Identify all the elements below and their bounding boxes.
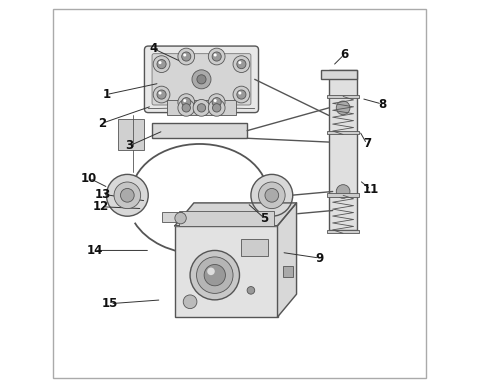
Text: 1: 1 (103, 88, 111, 101)
Circle shape (251, 174, 293, 216)
Text: 3: 3 (125, 139, 133, 152)
Text: 12: 12 (92, 200, 109, 213)
Text: 5: 5 (260, 212, 268, 224)
Circle shape (192, 70, 211, 89)
Bar (161, 213, 182, 222)
Circle shape (237, 60, 246, 69)
Circle shape (239, 61, 241, 64)
Circle shape (178, 48, 194, 65)
Circle shape (213, 104, 221, 112)
Circle shape (207, 268, 215, 275)
Circle shape (239, 92, 241, 95)
Circle shape (178, 100, 194, 116)
Text: 13: 13 (94, 188, 111, 201)
Text: 14: 14 (87, 244, 103, 257)
Circle shape (106, 174, 148, 216)
Bar (327, 131, 359, 134)
Circle shape (208, 94, 225, 111)
Circle shape (336, 185, 350, 198)
Text: 15: 15 (102, 297, 118, 310)
Circle shape (265, 188, 279, 202)
FancyBboxPatch shape (152, 54, 251, 105)
Bar (241, 239, 268, 256)
Circle shape (196, 257, 233, 293)
Circle shape (159, 61, 161, 64)
Bar (327, 193, 359, 197)
Circle shape (183, 54, 186, 57)
Polygon shape (277, 203, 297, 317)
Circle shape (182, 98, 191, 107)
Bar (152, 123, 247, 138)
Circle shape (204, 265, 226, 286)
Circle shape (212, 98, 221, 107)
Text: 6: 6 (340, 48, 348, 61)
Bar (175, 226, 277, 317)
Circle shape (336, 101, 350, 115)
Circle shape (153, 56, 170, 72)
Circle shape (190, 250, 240, 300)
Circle shape (182, 52, 191, 61)
Text: 11: 11 (363, 183, 379, 196)
Circle shape (183, 295, 197, 309)
Circle shape (233, 56, 250, 72)
Text: 2: 2 (99, 116, 107, 129)
Circle shape (212, 52, 221, 61)
Circle shape (208, 100, 225, 116)
Circle shape (197, 104, 205, 112)
Circle shape (157, 90, 166, 99)
Circle shape (182, 104, 191, 112)
Circle shape (237, 90, 246, 99)
Bar (321, 70, 357, 79)
Bar (283, 266, 293, 277)
Circle shape (114, 182, 141, 209)
Circle shape (214, 54, 217, 57)
Text: 10: 10 (81, 172, 97, 185)
Circle shape (121, 188, 134, 202)
Circle shape (153, 86, 170, 103)
Circle shape (208, 48, 225, 65)
Bar (167, 100, 236, 115)
Polygon shape (175, 203, 297, 226)
Circle shape (175, 213, 186, 224)
Bar (329, 70, 357, 229)
FancyBboxPatch shape (145, 46, 259, 113)
Circle shape (159, 92, 161, 95)
Bar (118, 119, 145, 150)
Circle shape (233, 86, 250, 103)
Circle shape (247, 286, 255, 294)
Text: 4: 4 (150, 43, 158, 56)
Text: 7: 7 (363, 137, 371, 151)
Circle shape (193, 100, 210, 116)
Bar (327, 229, 359, 233)
Text: 8: 8 (378, 98, 386, 111)
Circle shape (214, 99, 217, 102)
Circle shape (259, 182, 285, 209)
Circle shape (178, 94, 194, 111)
Circle shape (157, 60, 166, 69)
Bar (179, 211, 274, 226)
Text: 9: 9 (315, 252, 323, 265)
Circle shape (197, 75, 206, 84)
Circle shape (183, 99, 186, 102)
Bar (327, 95, 359, 98)
